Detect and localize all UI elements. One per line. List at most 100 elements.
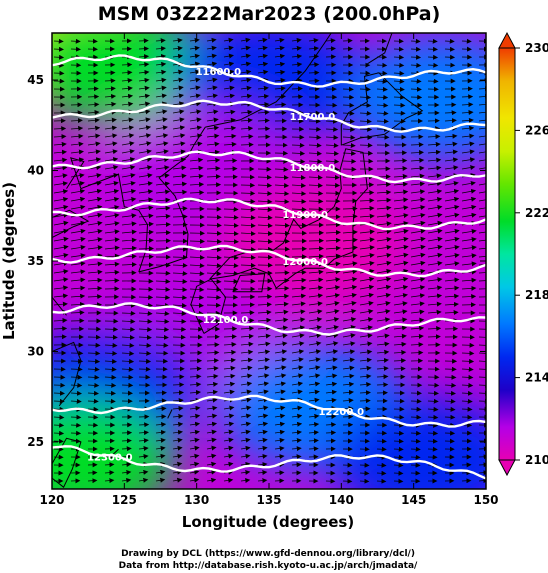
wind-arrow	[121, 462, 132, 468]
wind-arrow	[155, 197, 171, 203]
wind-arrow	[223, 405, 235, 411]
wind-arrow	[359, 300, 374, 306]
wind-arrow	[478, 117, 486, 123]
wind-arrow	[223, 77, 235, 83]
wind-arrow	[206, 445, 217, 451]
wind-arrow	[206, 133, 220, 139]
coastline-5	[138, 126, 206, 273]
wind-arrow	[325, 142, 339, 148]
wind-arrow	[410, 86, 422, 92]
wind-arrow	[393, 158, 408, 164]
wind-arrow	[257, 461, 268, 467]
wind-arrow	[53, 181, 68, 187]
wind-arrow	[342, 206, 358, 212]
wind-arrow	[274, 191, 290, 197]
wind-arrow	[240, 239, 256, 245]
wind-arrow	[376, 382, 389, 388]
wind-arrow	[308, 285, 324, 291]
wind-arrow	[410, 150, 425, 156]
wind-arrow	[257, 365, 270, 371]
wind-arrow	[53, 212, 69, 218]
wind-arrow	[206, 389, 218, 395]
wind-arrow	[461, 133, 475, 139]
wind-arrow	[121, 245, 137, 251]
wind-arrow	[155, 133, 169, 139]
wind-arrow	[138, 205, 154, 211]
wind-arrow	[376, 260, 392, 266]
wind-arrow	[240, 389, 252, 395]
wind-arrow	[104, 149, 118, 155]
wind-arrow	[138, 446, 149, 451]
wind-arrow	[206, 45, 217, 51]
wind-arrow	[87, 212, 103, 218]
wind-arrow	[274, 373, 287, 379]
x-tick-label: 140	[329, 493, 354, 507]
wind-arrow	[291, 333, 305, 339]
wind-arrow	[427, 326, 442, 332]
wind-arrow	[189, 477, 200, 483]
wind-arrow	[393, 197, 409, 203]
wind-arrow	[104, 326, 119, 332]
colorbar-tick-label: 214	[525, 371, 548, 385]
wind-arrow	[121, 133, 135, 139]
wind-arrow	[257, 333, 271, 339]
wind-arrow	[325, 349, 339, 355]
wind-arrow	[53, 46, 64, 52]
wind-arrow	[223, 341, 237, 347]
wind-arrow	[308, 37, 319, 43]
wind-arrow	[240, 381, 253, 387]
wind-arrow	[240, 373, 253, 379]
wind-arrow	[223, 141, 237, 147]
wind-arrow	[155, 53, 167, 59]
credit-line-1: Drawing by DCL (https://www.gfd-dennou.o…	[121, 549, 415, 559]
wind-arrow	[461, 228, 477, 234]
wind-arrow	[342, 284, 358, 290]
wind-arrow	[257, 341, 271, 347]
wind-arrow	[138, 334, 152, 340]
wind-arrow	[155, 437, 166, 443]
wind-arrow	[274, 365, 287, 371]
wind-arrow	[223, 349, 237, 355]
wind-arrow	[240, 85, 252, 91]
wind-arrow	[257, 231, 273, 236]
wind-arrow	[240, 223, 256, 229]
wind-arrow	[410, 260, 426, 266]
wind-arrow	[274, 478, 285, 484]
wind-arrow	[121, 101, 134, 107]
wind-arrow	[376, 244, 392, 250]
wind-arrow	[206, 53, 217, 59]
wind-arrow	[121, 141, 135, 147]
wind-arrow	[461, 366, 474, 372]
wind-arrow	[70, 38, 81, 44]
wind-arrow	[155, 469, 166, 475]
y-tick-label: 25	[27, 435, 44, 449]
colorbar: 210 214 218 222 226 230	[498, 31, 548, 477]
wind-arrow	[70, 173, 85, 179]
wind-arrow	[410, 220, 426, 226]
wind-arrow	[138, 229, 154, 235]
wind-arrow	[376, 374, 389, 380]
wind-arrow	[155, 149, 169, 155]
wind-arrow	[359, 276, 375, 282]
wind-arrow	[274, 454, 285, 460]
wind-arrow	[155, 445, 166, 451]
wind-arrow	[291, 349, 305, 355]
wind-arrow	[172, 206, 188, 212]
wind-arrow	[240, 310, 255, 316]
wind-arrow	[325, 325, 339, 330]
wind-arrow	[461, 165, 476, 171]
wind-arrow	[427, 62, 439, 68]
wind-arrow	[172, 303, 187, 309]
wind-arrow	[240, 125, 254, 131]
wind-arrow	[121, 85, 133, 91]
wind-arrow	[393, 252, 409, 258]
wind-arrow	[87, 285, 103, 291]
wind-arrow	[291, 357, 304, 363]
wind-arrow	[240, 117, 253, 123]
wind-arrow	[189, 133, 203, 139]
wind-arrow	[257, 199, 273, 205]
wind-arrow	[206, 117, 219, 123]
wind-arrow	[121, 188, 137, 194]
wind-arrow	[138, 422, 150, 428]
wind-arrow	[342, 365, 355, 371]
